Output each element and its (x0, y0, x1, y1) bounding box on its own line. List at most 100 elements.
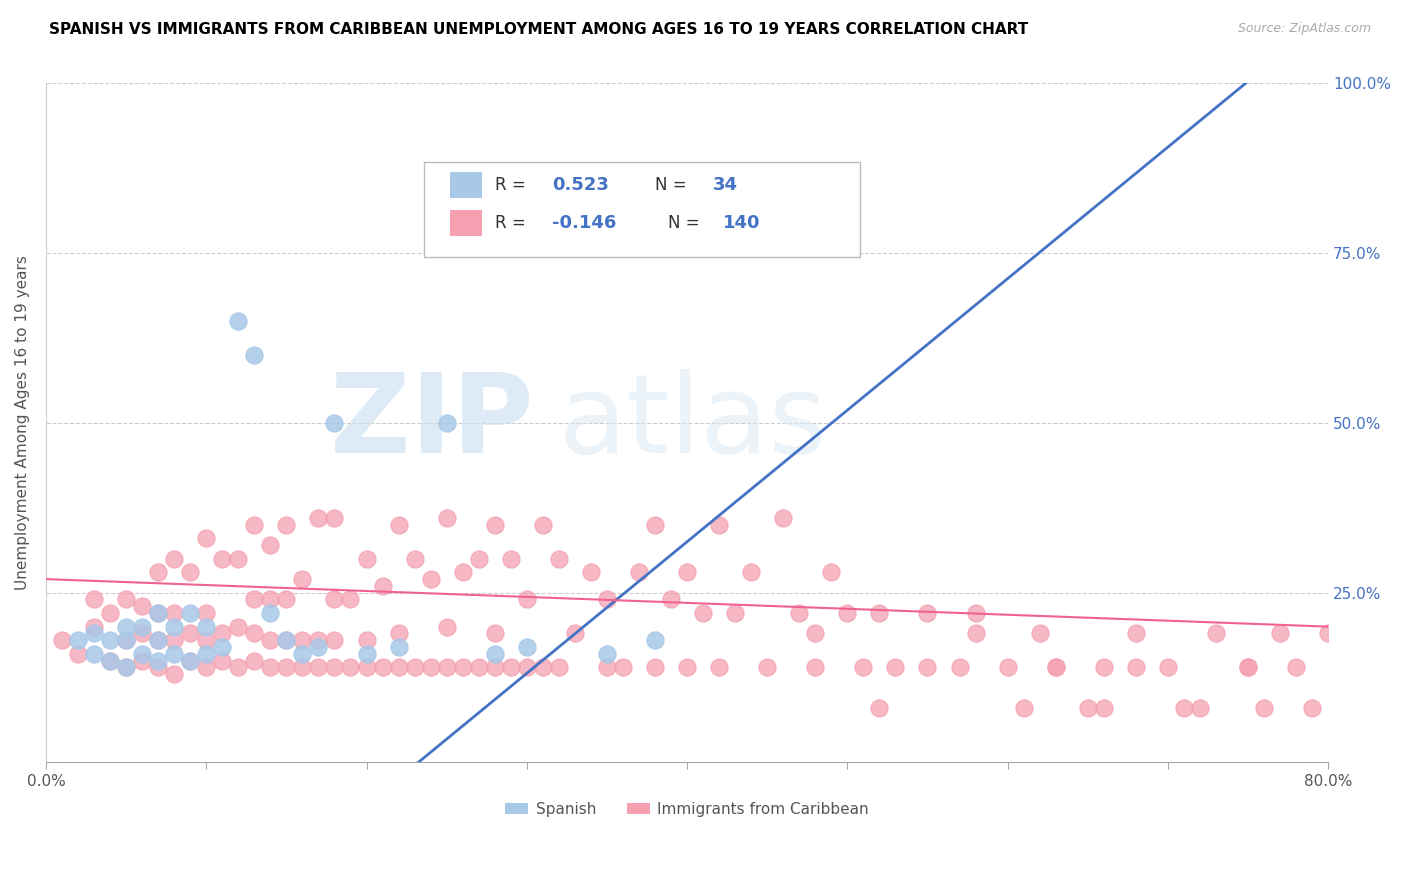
Point (499, 660, 522, 674)
Text: atlas: atlas (558, 369, 827, 476)
Point (868, 606, 890, 620)
Point (579, 566, 602, 580)
Point (276, 517, 298, 532)
Point (852, 660, 875, 674)
Point (259, 633, 281, 648)
Point (1012, 701, 1035, 715)
Point (1237, 660, 1260, 674)
Point (484, 660, 506, 674)
Point (115, 660, 138, 674)
Point (115, 592, 138, 607)
Point (451, 566, 474, 580)
Point (195, 532, 218, 546)
Point (195, 660, 218, 674)
Point (179, 606, 201, 620)
Point (98, 654, 121, 668)
Point (339, 592, 361, 607)
Point (291, 647, 314, 661)
Point (163, 620, 186, 634)
Point (131, 626, 153, 640)
Point (467, 551, 489, 566)
Point (884, 660, 907, 674)
Point (516, 592, 538, 607)
Point (163, 647, 186, 661)
Point (179, 566, 201, 580)
Point (1157, 660, 1180, 674)
Point (276, 660, 298, 674)
Point (179, 654, 201, 668)
Point (211, 654, 233, 668)
Legend: Spanish, Immigrants from Caribbean: Spanish, Immigrants from Caribbean (499, 796, 875, 822)
Point (259, 538, 281, 552)
Point (547, 551, 569, 566)
Point (596, 660, 619, 674)
Point (707, 660, 730, 674)
Point (66, 633, 89, 648)
Point (131, 647, 153, 661)
Bar (450, 172, 482, 198)
Point (644, 660, 666, 674)
Point (98, 606, 121, 620)
Point (195, 633, 218, 648)
Point (436, 511, 458, 525)
Point (499, 551, 522, 566)
Point (276, 633, 298, 648)
Point (965, 606, 987, 620)
Point (531, 517, 554, 532)
Point (243, 592, 266, 607)
Point (484, 517, 506, 532)
Point (243, 654, 266, 668)
Point (179, 626, 201, 640)
Point (917, 660, 939, 674)
Point (307, 660, 329, 674)
Point (115, 660, 138, 674)
Point (226, 551, 249, 566)
Point (436, 416, 458, 430)
Point (419, 660, 441, 674)
Point (837, 606, 859, 620)
Point (1237, 660, 1260, 674)
Point (195, 620, 218, 634)
Point (1092, 701, 1115, 715)
Point (756, 660, 779, 674)
Point (531, 660, 554, 674)
Point (211, 640, 233, 654)
Point (772, 511, 794, 525)
Point (387, 517, 409, 532)
Point (1045, 660, 1067, 674)
Point (339, 660, 361, 674)
Point (131, 654, 153, 668)
Point (179, 654, 201, 668)
Point (226, 314, 249, 328)
Point (276, 592, 298, 607)
Point (1045, 660, 1067, 674)
Point (516, 660, 538, 674)
Point (948, 660, 970, 674)
Text: N =: N = (668, 213, 699, 232)
Point (291, 660, 314, 674)
Point (1205, 626, 1227, 640)
Text: N =: N = (655, 177, 686, 194)
Point (404, 551, 426, 566)
Point (965, 626, 987, 640)
Point (259, 592, 281, 607)
Point (146, 654, 169, 668)
Point (1317, 626, 1340, 640)
Point (307, 511, 329, 525)
Text: 0.523: 0.523 (553, 177, 609, 194)
Point (98, 654, 121, 668)
Point (564, 626, 586, 640)
Point (195, 647, 218, 661)
Point (323, 660, 346, 674)
Point (66, 647, 89, 661)
Point (371, 579, 394, 593)
Point (644, 517, 666, 532)
Point (163, 633, 186, 648)
Point (997, 660, 1019, 674)
Point (1301, 701, 1323, 715)
Point (211, 626, 233, 640)
Point (1028, 626, 1050, 640)
Bar (450, 210, 482, 235)
Point (115, 620, 138, 634)
Point (163, 606, 186, 620)
